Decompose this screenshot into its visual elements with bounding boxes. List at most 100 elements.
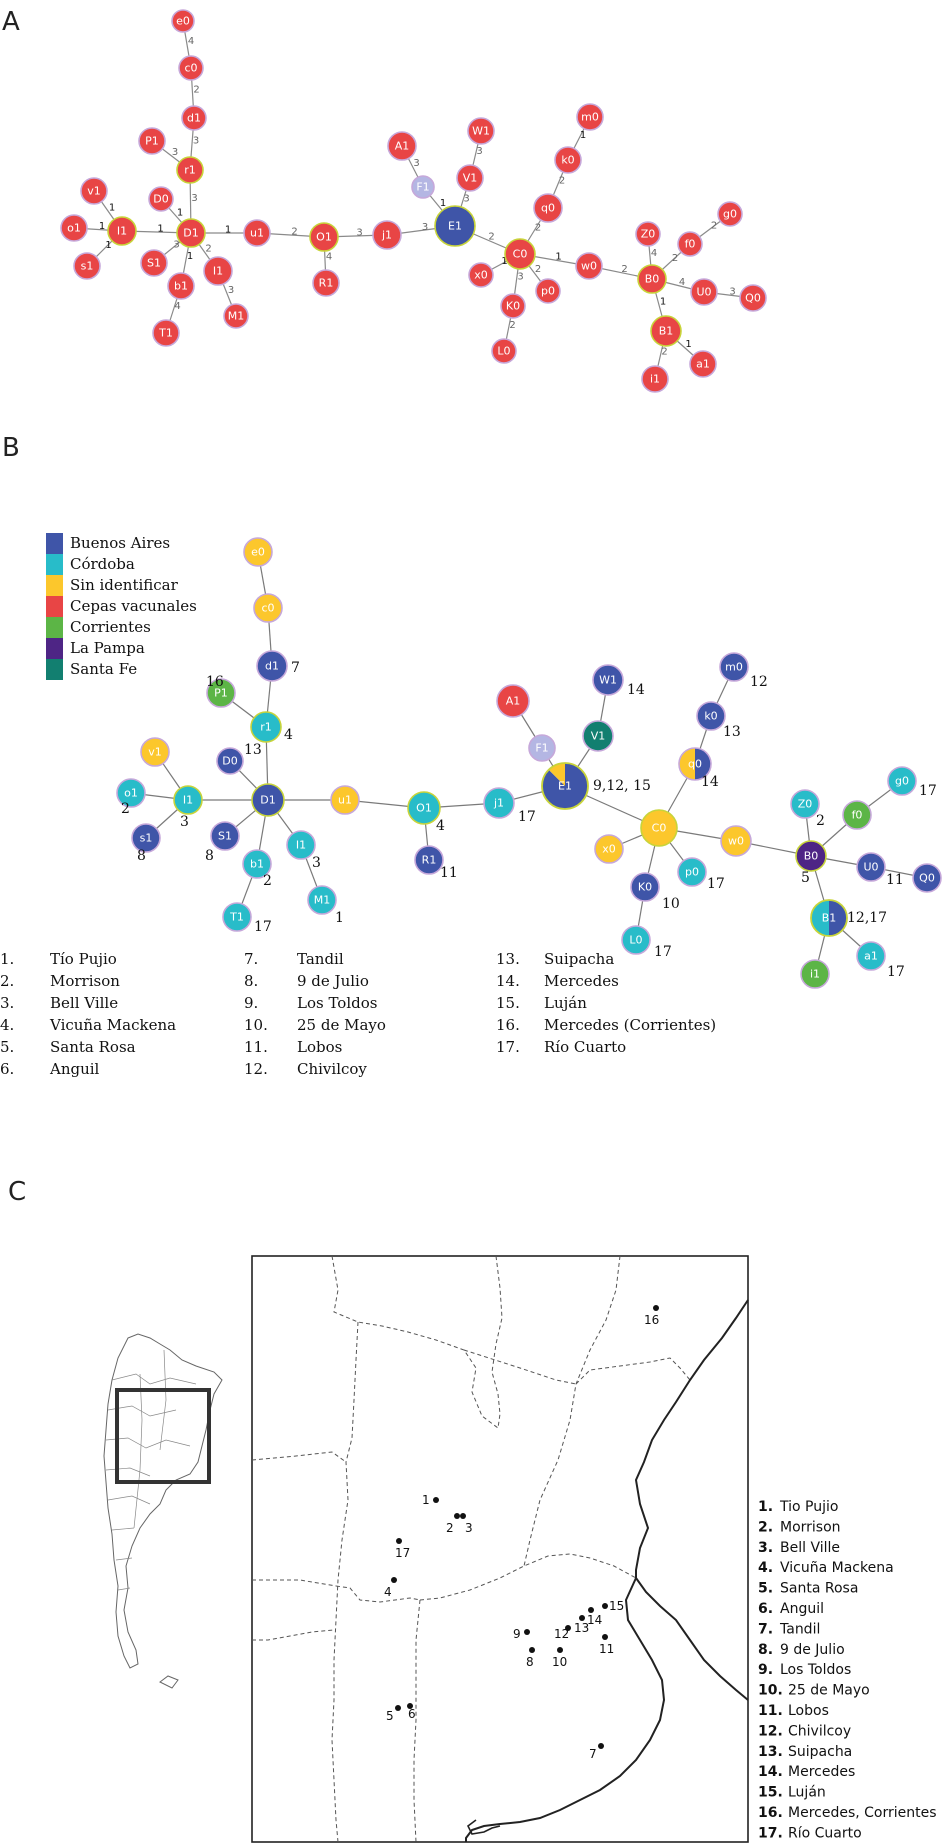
border-lapampa-buenosaires: [413, 1599, 421, 1843]
legend-swatch: [46, 617, 63, 638]
location-number: 14.: [496, 972, 520, 990]
map-point-dot: [565, 1625, 571, 1631]
map-point-number: 13: [574, 1621, 589, 1635]
border-sanluis-cordoba: [251, 1451, 347, 1463]
location-list-b-item: 17. Río Cuarto: [496, 1038, 626, 1056]
network-a-edge-weight: 3: [172, 147, 178, 158]
network-b-node-label: g0: [895, 775, 909, 788]
network-b-node-circle: [720, 825, 752, 857]
network-b-node-label: Z0: [798, 798, 813, 811]
network-b-node-label: i1: [810, 968, 820, 981]
network-b-location-number: 9,12, 15: [593, 778, 651, 794]
map-point-4: 4: [384, 1577, 397, 1599]
location-number: 7.: [758, 1621, 773, 1637]
network-b-node-D0: D0 13: [216, 742, 262, 775]
network-a-node-label: I1: [213, 265, 223, 278]
network-a-node-label: T1: [158, 327, 173, 340]
location-list-c-item: 12. Chivilcoy: [758, 1723, 851, 1739]
network-a-node-circle: [467, 117, 495, 145]
map-point-dot: [602, 1603, 608, 1609]
network-a-node-circle: [309, 222, 339, 252]
network-b-node-d1: d1 7: [256, 650, 300, 682]
location-list-b-item: 6. Anguil: [0, 1060, 100, 1078]
network-a-edge-weight: 1: [157, 224, 163, 235]
network-b-node-m0: m0 12: [719, 652, 768, 690]
network-b-node-circle: [795, 840, 827, 872]
network-b-location-number: 17: [654, 944, 672, 960]
map-point-number: 1: [422, 1493, 430, 1507]
network-b-node-o1: o12: [116, 778, 146, 817]
location-name: Vicuña Mackena: [49, 1016, 176, 1034]
network-a-node-label: d1: [187, 112, 201, 125]
location-number: 16.: [758, 1805, 783, 1821]
network-a-node-label: j1: [381, 229, 392, 242]
network-a-node-label: e0: [176, 15, 190, 28]
network-b-node-label: m0: [725, 661, 743, 674]
network-a-edge-weight: 1: [105, 240, 111, 251]
network-b-node-label: o1: [124, 787, 138, 800]
network-b-node-x0: x0: [594, 834, 624, 864]
network-a-node-u1: u1: [243, 219, 271, 247]
map-point-number: 8: [526, 1655, 534, 1669]
network-a-node-R1: R1: [312, 269, 340, 297]
location-name: Anguil: [780, 1601, 824, 1617]
network-b-node-circle: [243, 537, 273, 567]
network-a-node-circle: [535, 278, 561, 304]
network-a-node-circle: [152, 319, 180, 347]
network-b-location-number: 4: [436, 818, 445, 834]
location-list-b-item: 10. 25 de Mayo: [244, 1016, 386, 1034]
network-a-node-circle: [73, 252, 101, 280]
network-a-edge-weight: 1: [177, 208, 183, 219]
network-b-node-label: O1: [416, 802, 432, 815]
map-point-dot: [579, 1615, 585, 1621]
network-a-edge-weight: 3: [356, 228, 362, 239]
location-name: Los Toldos: [780, 1662, 851, 1678]
network-a-node-circle: [554, 146, 582, 174]
map-point-dot: [460, 1513, 466, 1519]
location-name: Río Cuarto: [788, 1825, 862, 1841]
network-b-node-label: W1: [599, 674, 617, 687]
map-point-dot: [407, 1703, 413, 1709]
network-a-node-d1: d1: [181, 105, 207, 131]
location-number: 10.: [244, 1016, 268, 1034]
network-b-node-circle: [286, 830, 316, 860]
location-name: Luján: [788, 1785, 826, 1801]
map-point-dot: [524, 1629, 530, 1635]
network-a-node-O1: O1: [309, 222, 339, 252]
network-b-location-number: 11: [886, 872, 904, 888]
legend-label: Córdoba: [70, 555, 135, 573]
map-point-dot: [588, 1607, 594, 1613]
network-a-node-circle: [387, 131, 417, 161]
location-list-b-item: 8. 9 de Julio: [244, 972, 369, 990]
location-name: Morrison: [50, 972, 120, 990]
network-b-node-label: w0: [728, 835, 744, 848]
location-number: 10.: [758, 1683, 783, 1699]
location-name: Chivilcoy: [297, 1060, 367, 1078]
network-a-node-circle: [650, 315, 682, 347]
border-sanluis-lapampa: [252, 1629, 335, 1641]
network-a-node-M1: M1: [223, 303, 249, 329]
network-b-node-label: a1: [864, 950, 878, 963]
network-a-node-circle: [491, 338, 517, 364]
network-b-location-number: 2: [816, 813, 825, 829]
pie-slice-sin-identificar: [548, 763, 565, 786]
network-b-node-B1: B1 12,17: [810, 899, 887, 937]
network-b-node-label: A1: [506, 695, 521, 708]
location-name: 25 de Mayo: [297, 1016, 386, 1034]
legend-label: La Pampa: [70, 639, 145, 657]
network-b-node-circle: [173, 785, 203, 815]
pie-slice-buenos-aires: [695, 748, 711, 780]
network-b-node-label: u1: [338, 794, 352, 807]
location-list-b-item: 3. Bell Ville: [0, 994, 118, 1012]
network-a-node-circle: [167, 272, 195, 300]
location-name: Santa Rosa: [50, 1038, 136, 1056]
network-a-node-K0: K0: [500, 293, 526, 319]
network-b-location-number: 12: [750, 674, 768, 690]
location-name: Suipacha: [544, 950, 614, 968]
panel-letter-a: A: [2, 7, 20, 37]
legend-label: Cepas vacunales: [70, 597, 197, 615]
map-point-14: 14: [587, 1607, 602, 1627]
location-name: Vicuña Mackena: [780, 1560, 894, 1576]
